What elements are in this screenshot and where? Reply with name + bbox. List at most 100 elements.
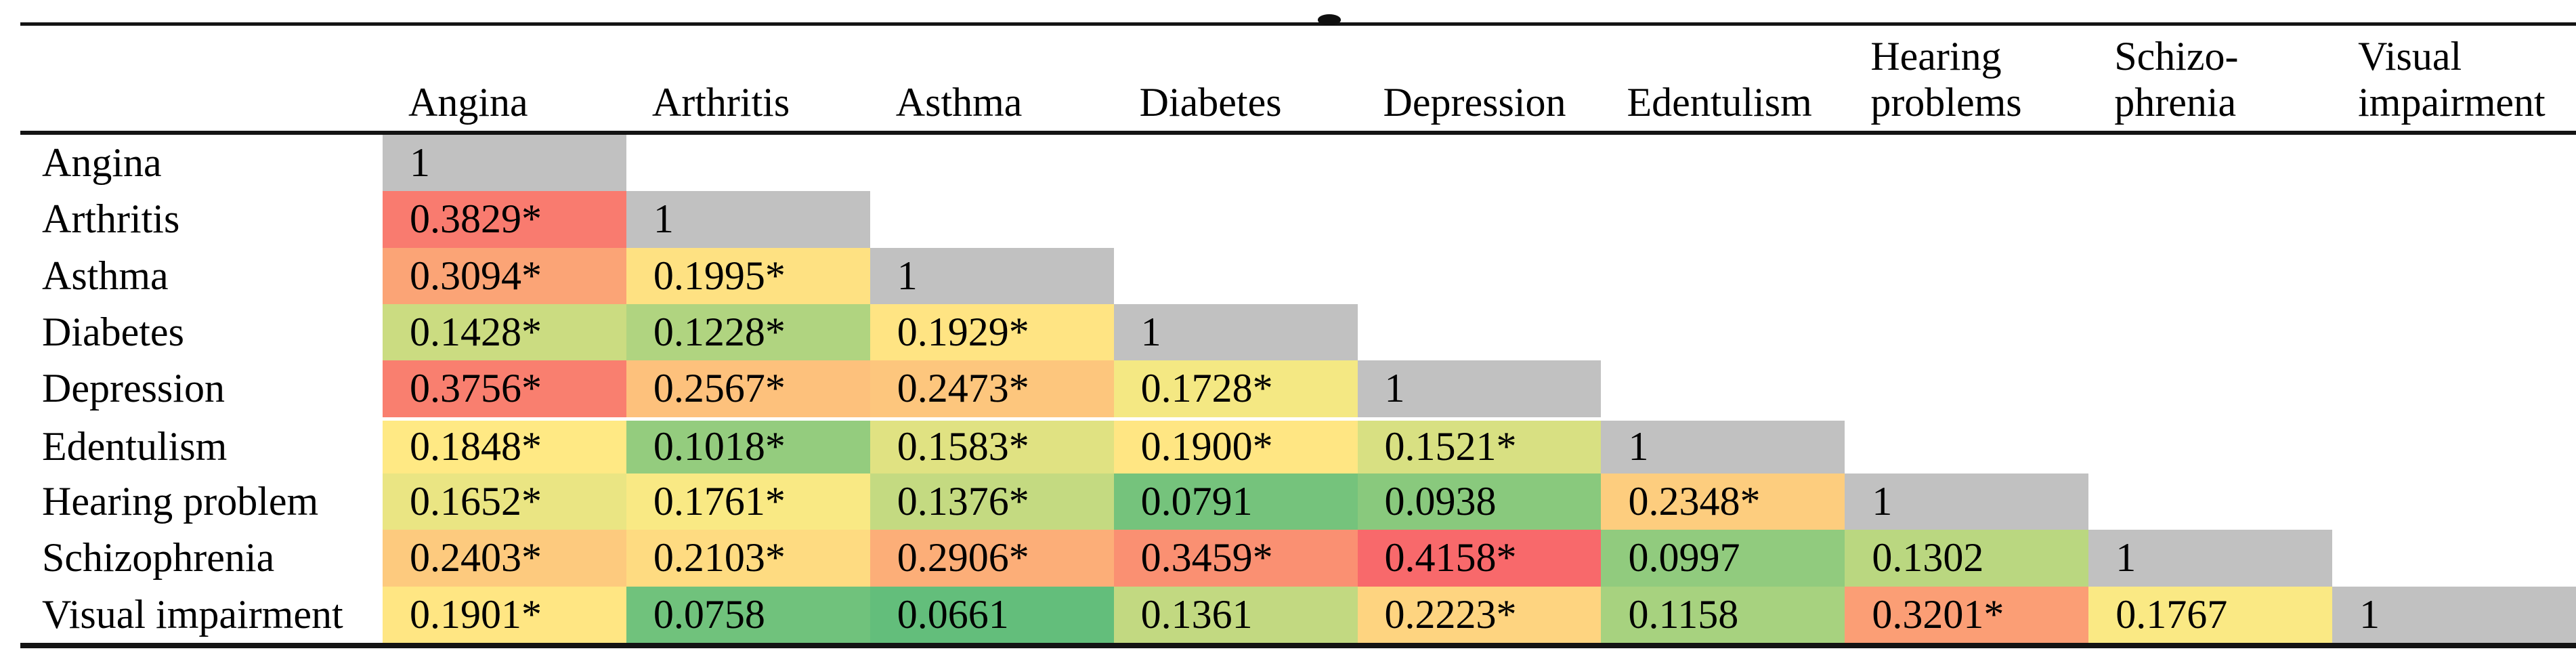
matrix-cell: 0.1767 <box>2088 586 2333 643</box>
matrix-cell: 0.3201* <box>1845 586 2089 643</box>
row-label-angina: Angina <box>42 140 162 186</box>
empty-cell <box>1114 191 1358 247</box>
empty-cell <box>1114 248 1358 304</box>
diagonal-cell: 1 <box>870 247 1114 304</box>
row-label-arthritis: Arthritis <box>42 196 180 242</box>
empty-cell <box>870 191 1114 247</box>
column-header-asthma: Asthma <box>870 79 1114 131</box>
column-header-line: Visual <box>2358 34 2462 79</box>
empty-cell <box>2332 473 2576 530</box>
column-header-row: Angina Arthritis Asthma Diabetes Depression E… <box>0 24 2576 131</box>
matrix-cell: 0.1361 <box>1113 586 1358 643</box>
matrix-cell: 0.0997 <box>1601 530 1845 587</box>
matrix-cell: 0.1521* <box>1357 417 1602 473</box>
diagonal-cell: 1 <box>1357 360 1602 417</box>
empty-cell <box>1845 360 2088 417</box>
empty-cell <box>1601 191 1845 247</box>
row-label-schizophrenia: Schizophrenia <box>42 535 275 581</box>
column-header-line: Diabetes <box>1139 80 1282 125</box>
matrix-cell: 0.1376* <box>870 473 1114 530</box>
empty-cell <box>626 135 870 191</box>
matrix-cell: 0.1761* <box>626 473 870 530</box>
matrix-cell: 0.3459* <box>1113 530 1358 587</box>
matrix-cell: 0.2348* <box>1601 473 1845 530</box>
row-label-diabetes: Diabetes <box>42 310 184 355</box>
diagonal-cell: 1 <box>2332 586 2576 643</box>
column-header-schizo-phrenia: Schizo-phrenia <box>2088 33 2332 131</box>
column-header-line: problems <box>1870 80 2022 125</box>
diagonal-cell: 1 <box>1601 417 1845 473</box>
column-header-visual-impairment: Visual impairment <box>2332 33 2576 131</box>
column-header-line: Angina <box>408 80 528 125</box>
matrix-cell: 0.1848* <box>383 417 626 473</box>
matrix-cell: 0.0791 <box>1113 473 1358 530</box>
column-header-line: Hearing <box>1870 34 2002 79</box>
matrix-cell: 0.1995* <box>626 247 870 304</box>
diagonal-cell: 1 <box>1845 473 2089 530</box>
column-header-line: Arthritis <box>651 80 790 125</box>
empty-cell <box>1845 135 2088 191</box>
matrix-cell: 0.1158 <box>1601 586 1845 643</box>
matrix-cell: 0.1652* <box>383 473 626 530</box>
row-label-visual-impairment: Visual impairment <box>42 591 343 637</box>
empty-cell <box>2332 135 2576 191</box>
empty-cell <box>1601 135 1845 191</box>
empty-cell <box>2332 304 2576 360</box>
column-header-line: Depression <box>1383 80 1566 125</box>
empty-cell <box>1845 248 2088 304</box>
column-header-angina: Angina <box>383 79 626 131</box>
column-header-line: Schizo- <box>2114 34 2239 79</box>
column-header-line: Edentulism <box>1627 80 1812 125</box>
column-header-hearing-problems: Hearing problems <box>1845 33 2088 131</box>
empty-cell <box>2088 417 2333 473</box>
row-label-depression: Depression <box>42 366 225 411</box>
row-label-edentulism: Edentulism <box>0 417 383 473</box>
empty-cell <box>1845 304 2088 360</box>
column-header-line: impairment <box>2358 80 2546 125</box>
matrix-cell: 0.1018* <box>626 417 870 473</box>
empty-cell <box>2332 360 2576 417</box>
matrix-cell: 0.2223* <box>1357 586 1602 643</box>
column-header-edentulism: Edentulism <box>1601 79 1845 131</box>
matrix-cell: 0.2403* <box>383 530 626 587</box>
matrix-cell: 0.4158* <box>1357 530 1602 587</box>
bottom-rule <box>20 643 2576 648</box>
empty-cell <box>2332 248 2576 304</box>
empty-cell <box>2088 248 2332 304</box>
matrix-cell: 0.2567* <box>626 360 870 417</box>
empty-cell <box>1358 248 1602 304</box>
empty-cell <box>1845 191 2088 247</box>
matrix-cell: 0.1302 <box>1845 530 2089 587</box>
matrix-cell: 0.1428* <box>383 303 626 361</box>
empty-cell <box>870 135 1114 191</box>
diagonal-cell: 1 <box>2088 530 2333 587</box>
column-header-diabetes: Diabetes <box>1114 79 1358 131</box>
empty-cell <box>1845 417 2089 473</box>
empty-cell <box>1358 304 1602 360</box>
empty-cell <box>1358 135 1602 191</box>
matrix-cell: 0.0661 <box>870 586 1114 643</box>
column-header-arthritis: Arthritis <box>626 79 870 131</box>
top-rule <box>20 22 2576 26</box>
matrix-cell: 0.1929* <box>870 303 1114 361</box>
empty-cell <box>2088 135 2332 191</box>
empty-cell <box>2088 473 2332 530</box>
header-rule <box>20 131 2576 135</box>
empty-cell <box>1358 191 1602 247</box>
matrix-cell: 0.3829* <box>383 191 626 248</box>
column-header-line: Asthma <box>895 80 1023 125</box>
column-header-depression: Depression <box>1358 79 1602 131</box>
matrix-cell: 0.1728* <box>1113 360 1358 417</box>
stray-ink-mark <box>1318 14 1341 25</box>
correlation-table: Angina 1 Arthritis 0.3829* 1 Asthma 0.3094* 0.1… <box>0 135 2576 643</box>
empty-cell <box>2332 417 2576 473</box>
diagonal-cell: 1 <box>383 135 626 192</box>
diagonal-cell: 1 <box>1113 303 1358 361</box>
empty-cell <box>2088 191 2332 247</box>
column-header-line: phrenia <box>2114 80 2237 125</box>
diagonal-cell: 1 <box>626 191 870 248</box>
matrix-cell: 0.1228* <box>626 303 870 361</box>
empty-cell <box>2332 530 2576 586</box>
empty-cell <box>2332 191 2576 247</box>
